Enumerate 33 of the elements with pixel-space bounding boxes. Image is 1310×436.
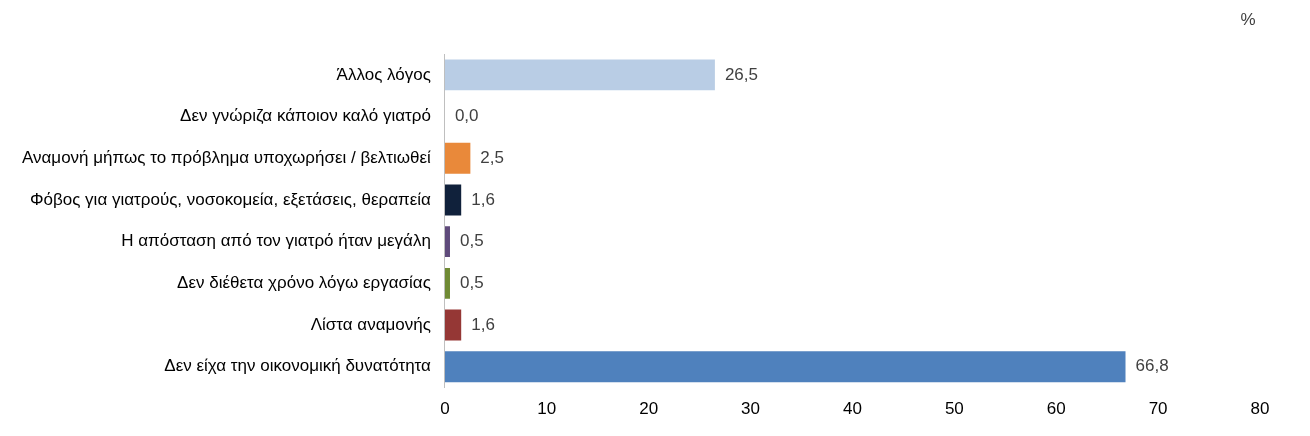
data-label: 0,5 bbox=[459, 231, 484, 251]
y-tick-label: Αναμονή μήπως το πρόβλημα υποχωρήσει / βελτιωθεί bbox=[21, 147, 432, 167]
bar bbox=[444, 142, 471, 174]
x-tick-label: 20 bbox=[639, 399, 659, 419]
text: % bbox=[1240, 9, 1256, 29]
data-label: 2,5 bbox=[480, 147, 505, 167]
bar bbox=[444, 184, 462, 216]
data-label: 0,5 bbox=[459, 273, 484, 293]
bar bbox=[444, 59, 715, 91]
data-label: 1,6 bbox=[471, 189, 495, 209]
y-tick-label: Φόβος για γιατρούς, νοσοκομεία, εξετάσεις, θεραπεία bbox=[29, 189, 432, 209]
data-label: 26,5 bbox=[724, 64, 758, 84]
x-tick-label: 0 bbox=[440, 399, 450, 419]
y-tick-label: Δεν γνώριζα κάποιον καλό γιατρό bbox=[180, 106, 431, 126]
x-tick-label: 30 bbox=[741, 399, 761, 419]
bar bbox=[444, 309, 462, 341]
data-label: 66,8 bbox=[1135, 356, 1169, 376]
bar bbox=[444, 267, 450, 299]
y-tick-label: Λίστα αναμονής bbox=[310, 314, 431, 334]
y-tick-label: Η απόσταση από τον γιατρό ήταν μεγάλη bbox=[121, 231, 431, 251]
x-tick-label: 50 bbox=[944, 399, 964, 419]
x-tick-label: 40 bbox=[842, 399, 862, 419]
bar bbox=[444, 226, 450, 258]
y-tick-label: Δεν διέθετα χρόνο λόγω εργασίας bbox=[177, 273, 431, 293]
bar bbox=[444, 351, 1126, 383]
y-tick-label: Δεν είχα την οικονομική δυνατότητα bbox=[164, 356, 432, 376]
data-label: 1,6 bbox=[471, 314, 495, 334]
x-tick-label: 80 bbox=[1250, 399, 1270, 419]
y-tick-label: Άλλος λόγος bbox=[336, 64, 431, 84]
data-label: 0,0 bbox=[454, 106, 479, 126]
x-tick-label: 60 bbox=[1046, 399, 1066, 419]
x-tick-label: 10 bbox=[537, 399, 557, 419]
x-tick-label: 70 bbox=[1148, 399, 1168, 419]
